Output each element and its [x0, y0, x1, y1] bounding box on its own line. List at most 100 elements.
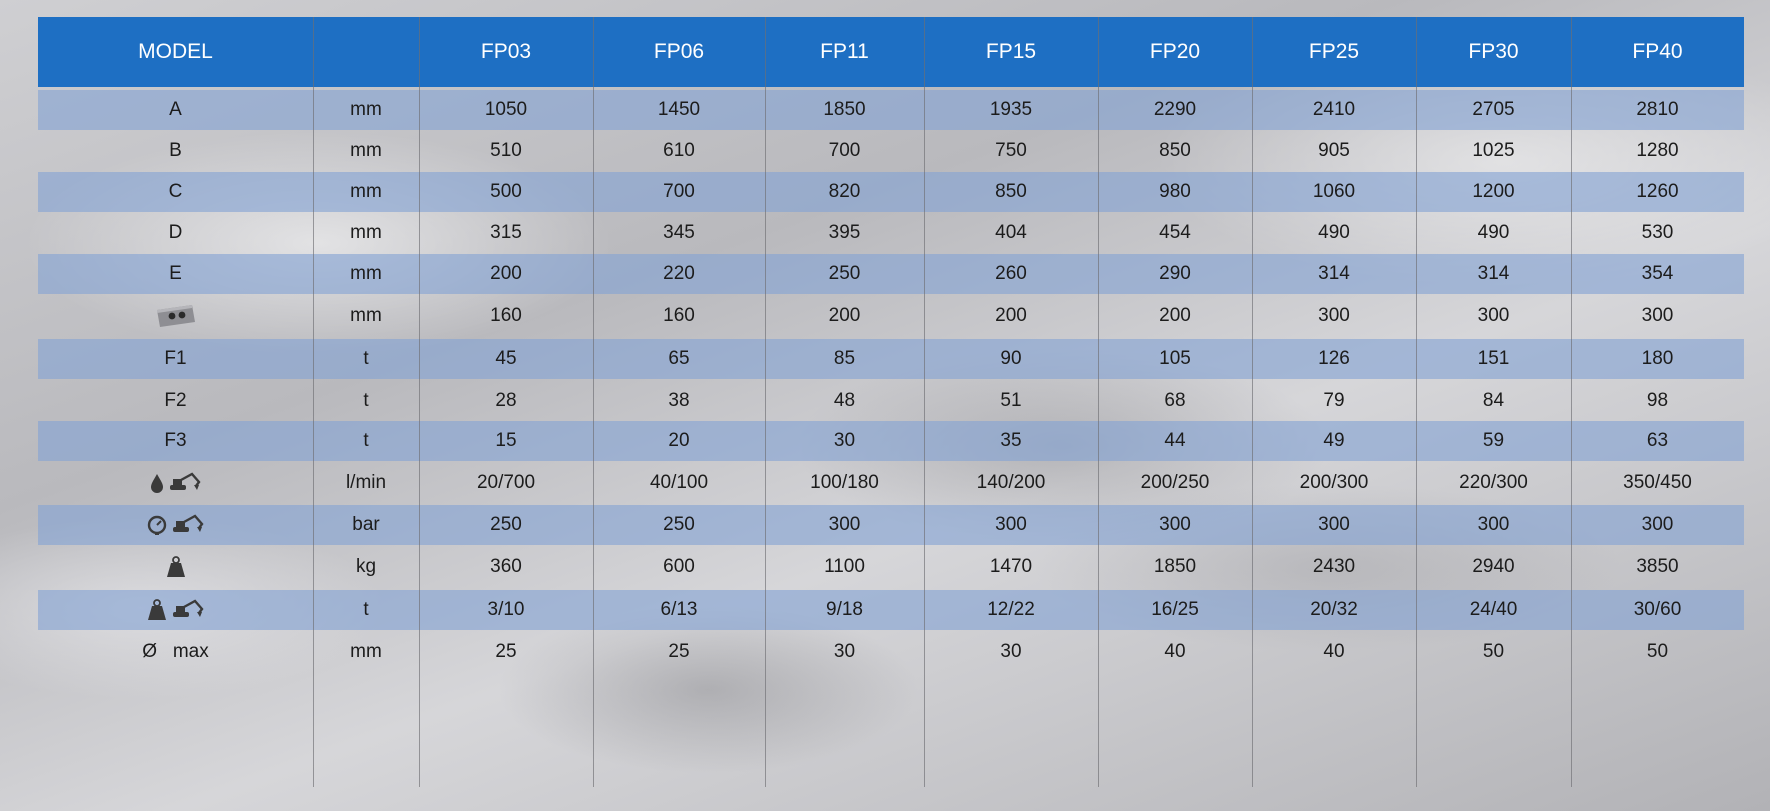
table-cell: 850: [995, 181, 1027, 202]
table-cell: 1025: [1472, 140, 1515, 161]
table-cell: 300: [1159, 514, 1191, 535]
table-cell: 3850: [1636, 556, 1679, 577]
column-divider: [1098, 17, 1099, 787]
row-label-text: A: [169, 99, 182, 120]
row-unit: t: [363, 599, 369, 620]
table-cell: 314: [1318, 263, 1350, 284]
table-cell: 9/18: [826, 599, 863, 620]
table-cell: 2410: [1312, 99, 1356, 120]
table-cell: 1050: [484, 99, 528, 120]
table-cell: 300: [1477, 305, 1510, 326]
oil-flow-excavator-icon: [150, 472, 202, 494]
table-cell: 30: [833, 641, 856, 662]
table-cell: 28: [495, 390, 517, 411]
table-cell: 1470: [989, 556, 1033, 577]
table-row: l/min 20/700 40/100 100/180 140/200 200/250 20…: [38, 463, 1744, 503]
table-cell: 68: [1164, 390, 1186, 411]
table-cell: 404: [995, 222, 1027, 243]
table-cell: 300: [1318, 305, 1350, 326]
column-divider: [593, 17, 594, 787]
table-cell: 300: [995, 514, 1027, 535]
table-cell: 2705: [1472, 99, 1515, 120]
row-unit: bar: [352, 514, 380, 535]
row-label: C: [38, 172, 313, 212]
table-cell: 610: [663, 140, 695, 161]
table-cell: 100/180: [810, 472, 879, 493]
table-row: Ø max mm 25 25 30 30 40 40 50 50: [38, 632, 1744, 672]
row-unit: mm: [350, 140, 382, 161]
table-cell: 85: [833, 348, 856, 369]
table-cell: 1280: [1636, 140, 1679, 161]
table-cell: 354: [1641, 263, 1674, 284]
table-cell: 1060: [1312, 181, 1356, 202]
table-cell: 360: [490, 556, 522, 577]
table-cell: 300: [828, 514, 861, 535]
table-cell: 600: [663, 556, 695, 577]
table-cell: 260: [995, 263, 1027, 284]
table-cell: 200/250: [1140, 472, 1210, 493]
table-cell: 151: [1477, 348, 1510, 369]
table-cell: 48: [833, 390, 856, 411]
table-cell: 200: [828, 305, 861, 326]
row-label-text: D: [168, 222, 183, 243]
table-cell: 40: [1323, 641, 1345, 662]
table-cell: 345: [663, 222, 695, 243]
model-header-fp06: FP06: [653, 40, 705, 63]
table-cell: 454: [1159, 222, 1191, 243]
table-cell: 2290: [1153, 99, 1197, 120]
row-unit: mm: [350, 305, 382, 326]
row-unit: mm: [350, 181, 382, 202]
table-cell: 905: [1318, 140, 1350, 161]
column-divider: [313, 17, 314, 787]
row-label: F3: [38, 421, 313, 461]
table-cell: 1450: [657, 99, 701, 120]
table-cell: 6/13: [660, 599, 698, 620]
table-row: F2 t 28 38 48 51 68 79 84 98: [38, 381, 1744, 421]
row-label-text: F2: [164, 390, 187, 411]
table-cell: 350/450: [1623, 472, 1692, 493]
table-cell: 200: [995, 305, 1027, 326]
table-cell: 700: [663, 181, 695, 202]
table-cell: 25: [668, 641, 690, 662]
table-cell: 105: [1159, 348, 1191, 369]
column-divider: [1416, 17, 1417, 787]
jaw-opening-icon: [154, 302, 198, 330]
model-header: MODEL: [138, 40, 213, 63]
weight-excavator-icon: [147, 599, 205, 621]
column-divider: [1571, 17, 1572, 787]
table-cell: 12/22: [987, 599, 1035, 620]
table-cell: 250: [663, 514, 695, 535]
row-label-text: E: [169, 263, 182, 284]
column-divider: [765, 17, 766, 787]
row-label: [38, 296, 313, 336]
table-cell: 395: [828, 222, 861, 243]
column-divider: [924, 17, 925, 787]
table-cell: 2430: [1312, 556, 1356, 577]
table-cell: 250: [490, 514, 522, 535]
table-cell: 65: [668, 348, 690, 369]
column-divider: [419, 17, 420, 787]
table-cell: 20: [668, 430, 690, 451]
table-cell: 51: [1000, 390, 1022, 411]
row-label-text: B: [169, 140, 182, 161]
row-unit: mm: [350, 263, 382, 284]
row-unit: kg: [355, 556, 377, 577]
table-cell: 314: [1477, 263, 1510, 284]
row-label: D: [38, 213, 313, 253]
table-row: bar 250 250 300 300 300 300 300 300: [38, 505, 1744, 545]
table-cell: 20/700: [476, 472, 536, 493]
table-cell: 2810: [1636, 99, 1679, 120]
model-header-fp11: FP11: [820, 40, 869, 63]
table-cell: 98: [1646, 390, 1669, 411]
row-label-text: F1: [164, 348, 187, 369]
table-cell: 300: [1318, 514, 1350, 535]
row-unit: mm: [350, 641, 382, 662]
row-label: F2: [38, 381, 313, 421]
table-cell: 500: [490, 181, 522, 202]
table-cell: 24/40: [1469, 599, 1518, 620]
table-cell: 300: [1641, 305, 1674, 326]
table-cell: 140/200: [976, 472, 1046, 493]
